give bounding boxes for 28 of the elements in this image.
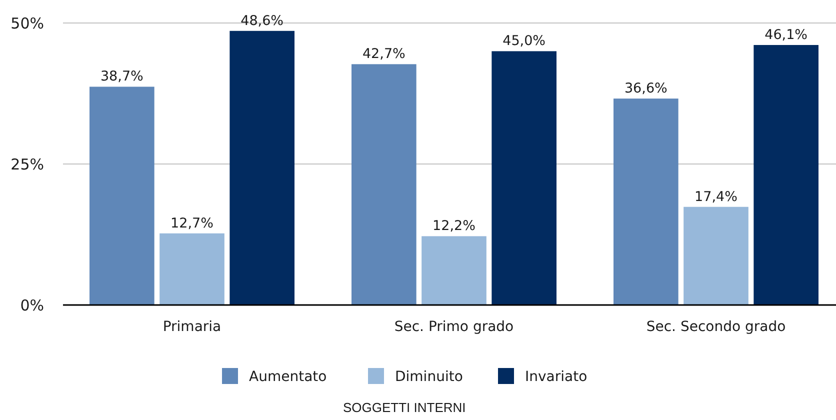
data-label: 36,6% [624, 80, 668, 97]
y-tick-label: 0% [20, 296, 44, 314]
bar [422, 236, 486, 305]
bar [230, 30, 294, 305]
data-label: 12,7% [170, 215, 214, 232]
x-tick-label: Primaria [162, 319, 222, 335]
bar [754, 44, 818, 305]
x-tick-label: Sec. Primo grado [394, 319, 514, 335]
bar [614, 98, 678, 305]
legend-label: Diminuito [395, 368, 463, 385]
bar [352, 64, 416, 305]
data-label: 42,7% [362, 46, 406, 62]
y-tick-label: 50% [10, 14, 44, 32]
bar [492, 51, 556, 305]
text: SOGGETTI INTERNI [343, 400, 466, 415]
bar [160, 233, 224, 305]
bar [684, 206, 748, 305]
legend-label: Invariato [525, 368, 588, 385]
bar [90, 86, 154, 305]
data-label: 12,2% [432, 218, 476, 234]
data-label: 48,6% [240, 12, 284, 29]
data-label: 17,4% [694, 188, 738, 205]
y-tick-label: 25% [10, 155, 44, 174]
legend-label: Aumentato [249, 368, 327, 385]
x-tick-label: Sec. Secondo grado [646, 319, 786, 335]
data-label: 38,7% [100, 68, 144, 85]
data-label: 45,0% [502, 33, 546, 50]
data-label: 46,1% [764, 26, 808, 43]
